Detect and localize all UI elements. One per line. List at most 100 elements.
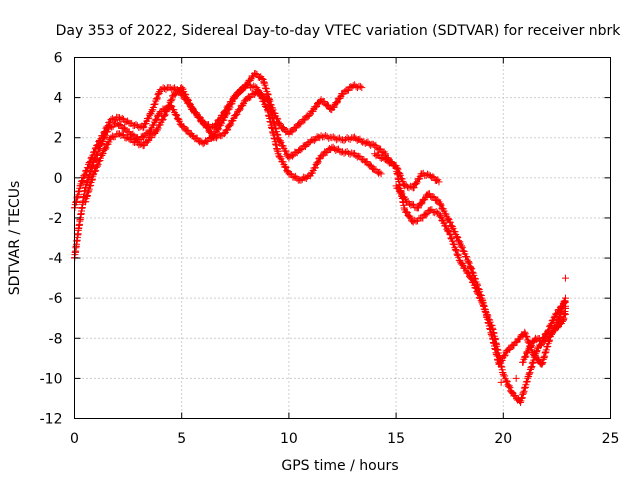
series-track-2: [71, 70, 366, 212]
data-point-fill: [233, 110, 241, 118]
data-point-fill: [453, 250, 461, 258]
data-point-fill: [333, 99, 341, 107]
data-point: [178, 84, 186, 92]
data-point-fill: [356, 82, 364, 90]
series-track-7: [519, 298, 569, 366]
data-point-fill: [161, 111, 169, 119]
data-point-fill: [522, 352, 530, 360]
data-point-fill: [132, 120, 140, 128]
data-point-fill: [222, 106, 230, 114]
data-point-fill: [168, 95, 176, 103]
series-track-3: [81, 84, 389, 206]
data-point: [349, 82, 357, 90]
outlier-point: [561, 274, 569, 282]
data-point-fill: [212, 121, 220, 129]
data-point-fill: [346, 150, 354, 158]
y-tick-label: -6: [49, 291, 63, 307]
data-point-fill: [158, 116, 166, 124]
data-point-fill: [410, 184, 418, 192]
series-track-6: [392, 182, 569, 368]
data-point-fill: [503, 377, 511, 385]
data-point-fill: [223, 126, 231, 134]
data-point-fill: [91, 148, 99, 156]
data-point-fill: [226, 122, 234, 130]
data-point-fill: [153, 95, 161, 103]
data-point-fill: [154, 91, 162, 99]
data-point-fill: [463, 253, 471, 261]
data-point-fill: [94, 160, 102, 168]
data-point-fill: [224, 126, 232, 134]
data-point-fill: [140, 141, 148, 149]
data-point-fill: [322, 131, 330, 139]
data-point-fill: [474, 281, 482, 289]
data-point: [546, 332, 554, 340]
data-point-fill: [313, 159, 321, 167]
data-point-fill: [552, 310, 560, 318]
data-point-fill: [342, 148, 350, 156]
data-point-fill: [447, 234, 455, 242]
data-point: [139, 124, 147, 132]
data-point-fill: [545, 326, 553, 334]
data-point-fill: [170, 106, 178, 114]
data-point-fill: [103, 123, 111, 131]
data-point-fill: [281, 163, 289, 171]
y-tick-label: 4: [54, 91, 63, 107]
data-point-fill: [458, 242, 466, 250]
data-point-fill: [167, 97, 175, 105]
data-point-fill: [436, 212, 444, 220]
data-point-fill: [468, 268, 476, 276]
data-point-fill: [100, 129, 108, 137]
data-point-fill: [207, 128, 215, 136]
x-tick-label: 20: [494, 431, 512, 447]
data-point-fill: [145, 114, 153, 122]
data-point-fill: [505, 382, 513, 390]
data-point-fill: [214, 125, 222, 133]
data-point-fill: [449, 237, 457, 245]
data-point-fill: [417, 200, 425, 208]
data-point-fill: [182, 91, 190, 99]
data-point-fill: [176, 117, 184, 125]
data-point-fill: [108, 132, 116, 140]
data-point-fill: [467, 263, 475, 271]
data-point-fill: [169, 85, 177, 93]
data-point-fill: [250, 82, 258, 90]
data-point-fill: [474, 285, 482, 293]
data-point: [409, 218, 417, 226]
data-point-fill: [116, 121, 124, 129]
data-point-fill: [411, 216, 419, 224]
data-point-fill: [458, 244, 466, 252]
data-point-fill: [94, 141, 102, 149]
data-point-fill: [527, 342, 535, 350]
data-point-fill: [523, 333, 531, 341]
data-point-fill: [203, 123, 211, 131]
data-point-fill: [450, 241, 458, 249]
data-point-fill: [501, 351, 509, 359]
data-point-fill: [245, 76, 253, 84]
data-point-fill: [476, 288, 484, 296]
data-point-fill: [407, 214, 415, 222]
data-point-fill: [243, 81, 251, 89]
outlier-point: [497, 378, 505, 386]
data-point-fill: [184, 95, 192, 103]
data-point-fill: [500, 352, 508, 360]
data-point: [107, 134, 115, 142]
data-point-fill: [235, 106, 243, 114]
x-tick-label: 0: [70, 431, 79, 447]
data-point-fill: [314, 158, 322, 166]
data-point-fill: [548, 329, 556, 337]
data-point-fill: [397, 188, 405, 196]
data-point: [521, 328, 529, 336]
data-point-fill: [422, 211, 430, 219]
data-point-fill: [403, 209, 411, 217]
data-point-fill: [521, 353, 529, 361]
data-point-fill: [402, 208, 410, 216]
x-axis-label: GPS time / hours: [281, 458, 398, 474]
data-point-fill: [503, 378, 511, 386]
data-point-fill: [552, 311, 560, 319]
data-point-fill: [86, 157, 94, 165]
x-tick-label: 10: [280, 431, 298, 447]
data-point-fill: [153, 115, 161, 123]
data-point-fill: [195, 113, 203, 121]
data-point-fill: [376, 168, 384, 176]
